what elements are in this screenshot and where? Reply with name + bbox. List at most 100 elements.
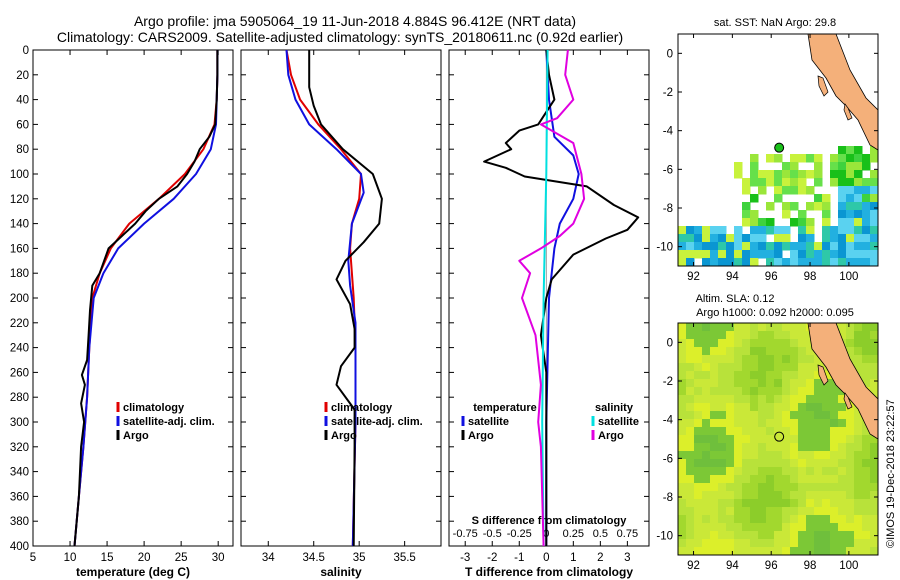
sla-cell: [822, 499, 831, 508]
sla-cell: [758, 539, 767, 548]
x-tick-label: 5: [30, 552, 36, 564]
sla-cell: [750, 475, 759, 484]
sla-cell: [798, 411, 807, 420]
sla-cell: [846, 483, 855, 492]
sla-cell: [710, 427, 719, 436]
sla-cell: [718, 483, 727, 492]
sla-cell: [846, 451, 855, 460]
sla-cell: [822, 515, 831, 524]
sst-cell: [726, 242, 735, 251]
sst-cell: [798, 234, 807, 243]
sla-cell: [734, 547, 743, 555]
sst-cell: [798, 210, 807, 219]
sst-cell: [806, 234, 815, 243]
sla-cell: [726, 427, 735, 436]
sla-cell: [678, 331, 687, 340]
sst-cell: [854, 170, 863, 179]
sla-cell: [726, 443, 735, 452]
sla-cell: [798, 459, 807, 468]
sla-cell: [854, 451, 863, 460]
sla-cell: [814, 427, 823, 436]
sst-cell: [870, 170, 878, 179]
sst-cell: [742, 258, 751, 266]
sst-cell: [790, 218, 799, 227]
sla-cell: [838, 419, 847, 428]
sla-cell: [830, 459, 839, 468]
sla-cell: [758, 331, 767, 340]
sla-cell: [838, 323, 847, 332]
sla-cell: [854, 363, 863, 372]
sla-cell: [710, 323, 719, 332]
sla-cell: [806, 355, 815, 364]
sla-cell: [870, 467, 878, 476]
sla-cell: [710, 387, 719, 396]
sla-cell: [798, 539, 807, 548]
sla-cell: [830, 523, 839, 532]
sst-cell: [830, 154, 839, 163]
sst-cell: [718, 250, 727, 259]
sla-cell: [758, 491, 767, 500]
x-tick-label: 34.5: [303, 552, 325, 564]
sla-cell: [742, 323, 751, 332]
sla-cell: [798, 475, 807, 484]
sla-cell: [742, 363, 751, 372]
sla-cell: [862, 451, 871, 460]
sla-cell: [782, 323, 791, 332]
sst-cell: [774, 226, 783, 235]
sla-cell: [766, 411, 775, 420]
sla-cell: [694, 355, 703, 364]
sla-cell: [686, 475, 695, 484]
sla-cell: [806, 427, 815, 436]
sst-cell: [854, 242, 863, 251]
series-line-argo: [308, 50, 383, 547]
y-tick-label: 140: [10, 219, 29, 231]
legend-entry: climatology: [331, 402, 393, 414]
sla-cell: [774, 355, 783, 364]
legend-entry: satellite: [598, 416, 639, 428]
sla-cell: [814, 467, 823, 476]
sla-cell: [790, 355, 799, 364]
sla-cell: [750, 443, 759, 452]
sla-cell: [782, 379, 791, 388]
sla-cell: [758, 443, 767, 452]
sla-cell: [718, 467, 727, 476]
sla-cell: [766, 403, 775, 412]
sst-cell: [838, 226, 847, 235]
sla-cell: [678, 347, 687, 356]
sla-cell: [822, 523, 831, 532]
sla-cell: [814, 547, 823, 555]
sla-cell: [806, 411, 815, 420]
sla-cell: [758, 395, 767, 404]
sst-cell: [750, 154, 759, 163]
sla-cell: [862, 323, 871, 332]
sst-cell: [814, 154, 823, 163]
sla-cell: [678, 539, 687, 548]
sst-cell: [862, 250, 871, 259]
sla-cell: [862, 507, 871, 516]
sst-cell: [678, 242, 687, 251]
sla-cell: [838, 459, 847, 468]
sla-cell: [838, 523, 847, 532]
sla-cell: [798, 387, 807, 396]
sst-cell: [846, 162, 855, 171]
sla-cell: [694, 491, 703, 500]
sla-cell: [846, 419, 855, 428]
sla-cell: [806, 419, 815, 428]
sla-cell: [798, 403, 807, 412]
sla-cell: [758, 467, 767, 476]
sla-cell: [766, 475, 775, 484]
sst-cell: [678, 234, 687, 243]
sla-cell: [798, 467, 807, 476]
sst-cell: [766, 170, 775, 179]
sla-cell: [838, 427, 847, 436]
sla-cell: [862, 467, 871, 476]
sla-cell: [790, 323, 799, 332]
sla-cell: [686, 387, 695, 396]
sla-cell: [854, 475, 863, 484]
sla-cell: [694, 403, 703, 412]
sla-cell: [678, 491, 687, 500]
sla-cell: [758, 475, 767, 484]
sla-cell: [734, 331, 743, 340]
sla-cell: [758, 379, 767, 388]
sla-cell: [790, 371, 799, 380]
